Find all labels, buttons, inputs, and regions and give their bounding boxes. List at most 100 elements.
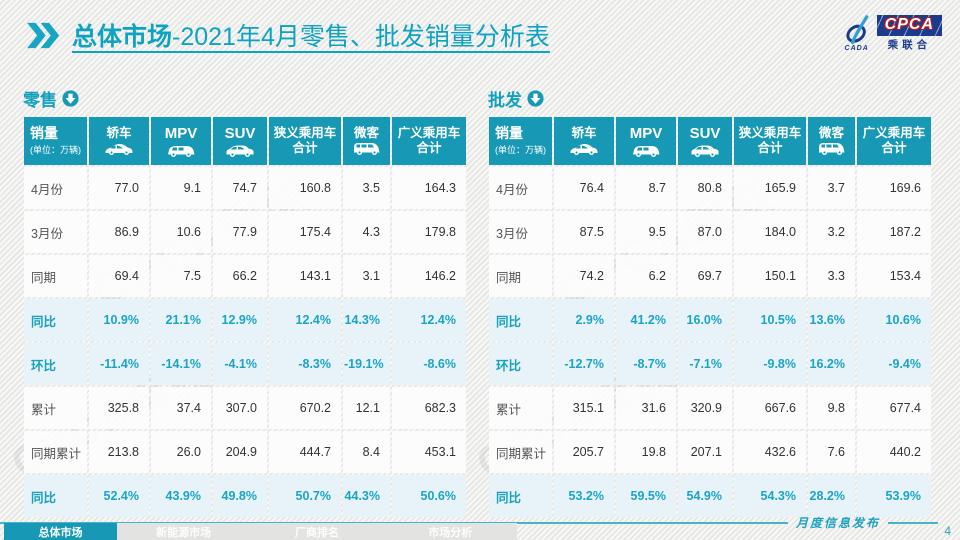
row-label: 3月份 <box>24 211 87 253</box>
table-cell: 66.2 <box>213 255 267 297</box>
table-cell: 205.7 <box>554 431 614 473</box>
column-header: MPV <box>151 117 211 165</box>
table-row: 4月份 76.4 8.7 80.8 165.9 3.7 169.6 <box>489 167 931 209</box>
retail-table: 销量 (单位：万辆) 轿车 MPV SUV 狭义乘用车合计 微客 广义乘用车合计 4月份 77.0… <box>22 115 468 519</box>
suv-icon <box>226 145 254 157</box>
row-label: 同比 <box>489 299 552 341</box>
corner-label: 销量 <box>30 124 58 141</box>
table-cell: -11.4% <box>89 343 149 385</box>
table-cell: -9.8% <box>734 343 806 385</box>
table-cell: 74.2 <box>554 255 614 297</box>
table-header-row: 销量 (单位：万辆) 轿车 MPV SUV 狭义乘用车合计 微客 广义乘用车合计 <box>489 117 931 165</box>
row-label: 4月份 <box>24 167 87 209</box>
suv-icon <box>691 145 719 157</box>
rule-line <box>888 522 938 524</box>
table-cell: 3.2 <box>808 211 855 253</box>
table-cell: 21.1% <box>151 299 211 341</box>
column-header: SUV <box>213 117 267 165</box>
row-label: 同比 <box>24 299 87 341</box>
footer-tab-oem-ranking[interactable]: 厂商排名 <box>294 526 339 539</box>
table-cell: 444.7 <box>269 431 341 473</box>
double-chevron-icon <box>27 22 60 49</box>
table-row: 同比 53.2% 59.5% 54.9% 54.3% 28.2% 53.9% <box>489 475 931 517</box>
column-header: 微客 <box>808 117 855 165</box>
page-header: 总体市场-2021年4月零售、批发销量分析表 <box>26 22 550 52</box>
table-cell: 26.0 <box>151 431 211 473</box>
corner-header: 销量 (单位：万辆) <box>24 117 87 165</box>
table-cell: 12.4% <box>269 299 341 341</box>
table-cell: -14.1% <box>151 343 211 385</box>
table-cell: 41.2% <box>616 299 676 341</box>
table-cell: 175.4 <box>269 211 341 253</box>
cada-label: CADA <box>844 45 869 52</box>
footer-note: 月度信息发布 <box>795 516 880 530</box>
table-cell: 80.8 <box>678 167 732 209</box>
row-label: 4月份 <box>489 167 552 209</box>
mpv-icon <box>633 145 660 157</box>
row-label: 累计 <box>489 387 552 429</box>
table-cell: -12.7% <box>554 343 614 385</box>
table-cell: 44.3% <box>343 475 390 517</box>
sedan-icon <box>570 144 598 155</box>
table-cell: 207.1 <box>678 431 732 473</box>
column-header: SUV <box>678 117 732 165</box>
table-cell: 9.1 <box>151 167 211 209</box>
page-title: 总体市场-2021年4月零售、批发销量分析表 <box>72 22 550 52</box>
table-cell: 74.7 <box>213 167 267 209</box>
table-cell: 37.4 <box>151 387 211 429</box>
page-number: 4 <box>944 524 951 538</box>
table-cell: 165.9 <box>734 167 806 209</box>
wholesale-table-title: 批发 <box>488 91 522 110</box>
table-row: 3月份 86.9 10.6 77.9 175.4 4.3 179.8 <box>24 211 466 253</box>
table-row: 累计 315.1 31.6 320.9 667.6 9.8 677.4 <box>489 387 931 429</box>
row-label: 3月份 <box>489 211 552 253</box>
column-header: 轿车 <box>554 117 614 165</box>
table-cell: 87.5 <box>554 211 614 253</box>
table-cell: 10.6 <box>151 211 211 253</box>
table-cell: 307.0 <box>213 387 267 429</box>
table-cell: 50.7% <box>269 475 341 517</box>
column-label: 微客 <box>818 126 844 140</box>
footer-tab-market-analysis[interactable]: 市场分析 <box>428 526 473 539</box>
table-cell: -8.6% <box>392 343 466 385</box>
table-cell: 10.9% <box>89 299 149 341</box>
row-label: 同期 <box>489 255 552 297</box>
cada-mark: CADA <box>842 15 872 52</box>
column-header: 广义乘用车合计 <box>857 117 931 165</box>
footer-tab-overall-market[interactable]: 总体市场 <box>4 523 117 540</box>
table-cell: 670.2 <box>269 387 341 429</box>
table-cell: 54.9% <box>678 475 732 517</box>
wholesale-table: 销量 (单位：万辆) 轿车 MPV SUV 狭义乘用车合计 微客 广义乘用车合计 4月份 76.4… <box>487 115 933 519</box>
table-cell: 164.3 <box>392 167 466 209</box>
table-cell: 12.9% <box>213 299 267 341</box>
table-cell: 325.8 <box>89 387 149 429</box>
table-cell: 69.7 <box>678 255 732 297</box>
table-row: 环比 -11.4% -14.1% -4.1% -8.3% -19.1% -8.6% <box>24 343 466 385</box>
table-cell: 682.3 <box>392 387 466 429</box>
table-cell: 53.9% <box>857 475 931 517</box>
table-row: 同比 10.9% 21.1% 12.9% 12.4% 14.3% 12.4% <box>24 299 466 341</box>
table-cell: 86.9 <box>89 211 149 253</box>
table-cell: 184.0 <box>734 211 806 253</box>
table-row: 同期累计 205.7 19.8 207.1 432.6 7.6 440.2 <box>489 431 931 473</box>
table-cell: 9.5 <box>616 211 676 253</box>
table-cell: 87.0 <box>678 211 732 253</box>
row-label: 同比 <box>24 475 87 517</box>
column-label: 狭义乘用车合计 <box>738 126 802 155</box>
table-header-row: 销量 (单位：万辆) 轿车 MPV SUV 狭义乘用车合计 微客 广义乘用车合计 <box>24 117 466 165</box>
table-cell: -4.1% <box>213 343 267 385</box>
table-cell: 320.9 <box>678 387 732 429</box>
table-cell: 59.5% <box>616 475 676 517</box>
table-cell: 76.4 <box>554 167 614 209</box>
table-cell: 49.8% <box>213 475 267 517</box>
column-header: MPV <box>616 117 676 165</box>
table-cell: 31.6 <box>616 387 676 429</box>
table-cell: 453.1 <box>392 431 466 473</box>
footer-tab-nev-market[interactable]: 新能源市场 <box>156 526 212 539</box>
table-cell: 3.3 <box>808 255 855 297</box>
table-row: 同比 52.4% 43.9% 49.8% 50.7% 44.3% 50.6% <box>24 475 466 517</box>
table-cell: 53.2% <box>554 475 614 517</box>
retail-table-block: 零售 销量 (单位：万辆) 轿车 MPV SUV 狭义乘用车合计 微客 广义乘用车合计 4月份 7… <box>5 86 466 517</box>
title-prefix: 总体市场 <box>72 23 173 51</box>
table-cell: 10.5% <box>734 299 806 341</box>
